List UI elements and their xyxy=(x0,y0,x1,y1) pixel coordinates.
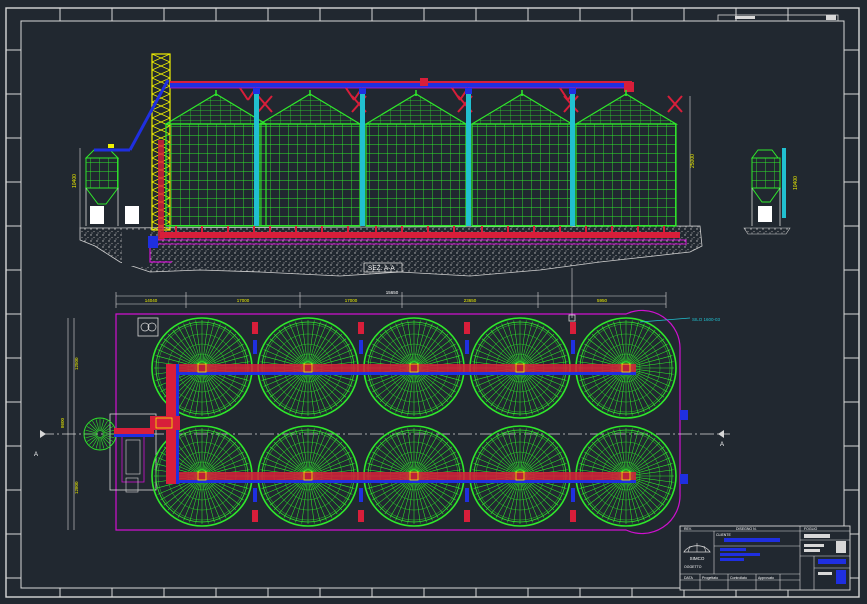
silo-elevation-3 xyxy=(363,90,473,236)
silo-elevation-2 xyxy=(257,90,367,236)
section-marker-right: A xyxy=(720,442,724,448)
silo-height-dim: 25000 xyxy=(690,154,696,168)
foglio-label: FOGLIO xyxy=(804,527,818,531)
support-column-3 xyxy=(466,90,471,226)
small-silo-left: 10400 xyxy=(72,144,139,228)
cliente-label: CLIENTE xyxy=(716,533,731,537)
silo-elevation-5 xyxy=(573,90,683,236)
support-column-4 xyxy=(570,90,575,226)
top-dim-4: 23650 xyxy=(464,298,477,303)
small-silo-right: 10400 xyxy=(743,148,799,235)
support-column-1 xyxy=(254,90,259,226)
approvato-label: Approvato xyxy=(758,576,774,580)
elevation-view: 10400 xyxy=(72,53,799,277)
left-dim-top: 12500 xyxy=(74,357,79,370)
progettato-label: Progettato xyxy=(702,576,718,580)
section-marker-left: A xyxy=(34,452,38,458)
rev-label: REV. xyxy=(684,527,692,531)
silo-elevation-1 xyxy=(163,90,273,236)
company-logo: SIMCO xyxy=(683,543,711,561)
top-dim-3: 17000 xyxy=(345,298,358,303)
plan-view: 15650 14040 17000 17000 23650 5950 12500 860… xyxy=(34,268,730,535)
silo-elevation-4 xyxy=(469,90,579,236)
left-dim-mid: 8600 xyxy=(60,417,65,428)
company-name: SIMCO xyxy=(690,556,705,561)
support-column-2 xyxy=(360,90,365,226)
data-label: DATA xyxy=(684,576,693,580)
bottom-tunnel-conveyor xyxy=(148,232,687,263)
top-conveyor xyxy=(170,78,634,101)
left-dim-bottom: 12800 xyxy=(74,481,79,494)
top-dim-2: 17000 xyxy=(237,298,250,303)
top-dim-1: 14040 xyxy=(145,298,158,303)
slab-outline xyxy=(115,309,681,535)
oggetto-label: OGGETTO xyxy=(684,565,702,569)
controllato-label: Controllato xyxy=(730,576,747,580)
disegno-label: DISEGNO N. xyxy=(736,527,757,531)
title-block: SIMCO REV. DISEGNO N. FOGLIO CLIENTE OGG… xyxy=(679,525,851,591)
small-silo-height-dim-right: 10400 xyxy=(793,176,799,190)
small-silo-plan xyxy=(83,417,154,451)
silo-callout: SILO 1600-03 xyxy=(692,317,721,322)
drawing-frame xyxy=(5,7,860,598)
ground-hatch xyxy=(79,225,703,277)
section-label: SEZ. A-A xyxy=(368,265,395,272)
total-width-dim: 15650 xyxy=(386,290,399,295)
top-dim-5: 5950 xyxy=(597,298,608,303)
small-silo-height-dim: 10400 xyxy=(72,174,78,188)
plan-conveyors xyxy=(150,322,636,522)
